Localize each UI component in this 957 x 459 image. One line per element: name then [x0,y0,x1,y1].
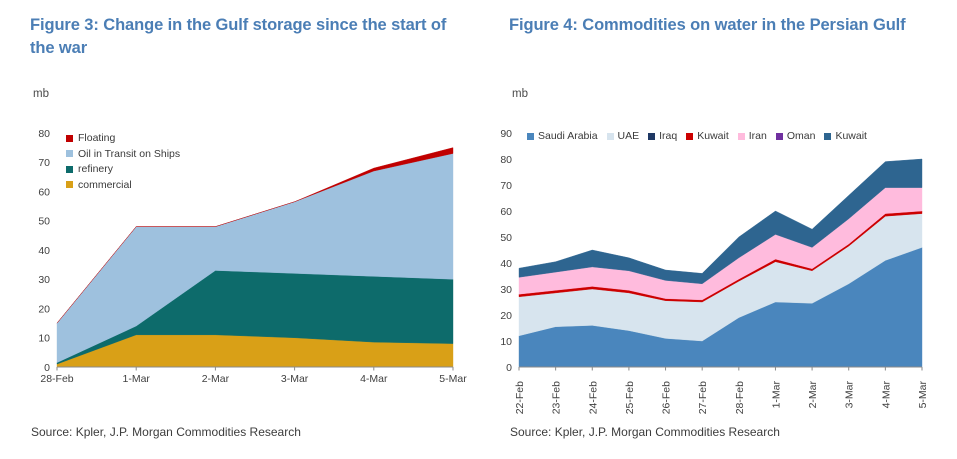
legend-swatch-icon [66,181,73,189]
legend-left-label: Floating [78,132,116,144]
y-tick-label: 90 [500,128,512,140]
area-series-kuwait [518,158,923,285]
legend-swatch-icon [686,132,694,140]
x-tick-label: 27-Feb [697,381,709,414]
legend-swatch-icon [66,165,73,173]
legend-left-label: commercial [78,178,132,191]
figure-3-svg: 0 10 20 30 40 50 60 70 80 28-Feb 1-Mar 2-Mar 3-Mar 4-… [38,128,467,385]
legend-swatch-icon [775,132,783,140]
legend-swatch-icon [66,150,73,158]
y-tick-label: 80 [38,128,50,140]
figure-4-legend: Saudi Arabia UAE Iraq Kuwait Iran Oman Kuwait [527,131,867,142]
x-tick-label: 3-Mar [844,380,856,408]
x-tick-label: 3-Mar [281,373,309,385]
legend-right-item: Iran [737,130,767,142]
y-tick-label: 40 [500,258,512,270]
legend-right-item: Kuwait [824,131,867,142]
legend-right-item: Iraq [648,131,677,142]
x-tick-label: 28-Feb [40,373,73,385]
legend-left-item: Oil in Transit on Ships [66,147,181,160]
x-tick-label: 2-Mar [202,373,230,385]
legend-right-label: Saudi Arabia [538,130,598,142]
figure-3-panel: Figure 3: Change in the Gulf storage sin… [0,0,478,459]
x-tick-label: 23-Feb [551,381,563,414]
legend-swatch-icon [527,132,534,140]
y-tick-label: 50 [38,216,50,228]
legend-left-item: commercial [66,178,180,191]
figure-3-y-axis-unit: mb [33,88,49,100]
y-tick-label: 20 [38,303,50,315]
figure-3-chart: 0 10 20 30 40 50 60 70 80 28-Feb 1-Mar 2-Mar 3-Mar 4-… [0,0,478,420]
y-tick-label: 70 [500,180,512,192]
x-tick-label: 5-Mar [917,380,929,408]
x-tick-label: 1-Mar [122,373,150,385]
legend-right-label: UAE [617,130,640,142]
legend-right-item: Kuwait [686,131,729,142]
y-tick-label: 20 [500,310,512,322]
figure-4-panel: Figure 4: Commodities on water in the Pe… [479,0,957,459]
y-tick-label: 60 [500,206,512,218]
legend-swatch-icon [824,132,832,140]
y-tick-label: 10 [38,333,50,345]
y-tick-label: 30 [500,284,512,296]
legend-left-label: refinery [78,163,114,175]
legend-right-label: Iran [748,130,767,142]
figure-4-source: Source: Kpler, J.P. Morgan Commodities R… [510,425,780,439]
y-tick-label: 80 [500,154,512,166]
legend-swatch-icon [648,132,656,140]
x-tick-label: 24-Feb [587,381,599,414]
figure-4-title: Figure 4: Commodities on water in the Pe… [509,16,906,34]
figure-4-y-axis-unit: mb [512,88,528,100]
y-tick-label: 40 [38,245,50,257]
legend-right-label: Iraq [659,130,678,142]
x-tick-label: 5-Mar [439,373,467,385]
y-tick-label: 10 [500,336,512,348]
legend-left-label: Oil in Transit on Ships [78,147,181,160]
figure-3-title: Figure 3: Change in the Gulf storage sin… [30,16,447,58]
figure-3-legend: Floating Oil in Transit on Ships refinery c… [66,133,180,190]
figure-3-source: Source: Kpler, J.P. Morgan Commodities R… [31,425,301,439]
figure-4-svg: 0 10 20 30 40 50 60 70 80 90 22-Feb 23-Feb 24-Feb 25-… [500,128,929,414]
y-tick-label: 30 [38,274,50,286]
legend-right-item: Oman [775,130,816,142]
legend-right-label: Kuwait [697,130,729,142]
legend-swatch-icon [606,132,614,140]
legend-left-item: refinery [66,164,180,175]
x-tick-label: 25-Feb [624,381,636,414]
figure-4-chart: 0 10 20 30 40 50 60 70 80 90 22-Feb 23-Feb 24-Feb 25-… [479,0,957,420]
legend-right-label: Oman [786,130,816,142]
y-tick-label: 70 [38,157,50,169]
legend-swatch-icon [66,134,73,142]
legend-left-item: Floating [66,133,180,144]
y-tick-label: 0 [506,362,512,374]
legend-right-item: UAE [606,130,640,142]
legend-right-item: Saudi Arabia [527,131,598,142]
x-tick-label: 22-Feb [514,381,526,414]
x-tick-label: 1-Mar [770,380,782,408]
y-tick-label: 50 [500,232,512,244]
area-series-floating [56,147,454,324]
legend-swatch-icon [737,132,745,140]
x-tick-label: 4-Mar [360,373,388,385]
x-tick-label: 28-Feb [734,381,746,414]
y-tick-label: 60 [38,186,50,198]
x-tick-label: 4-Mar [880,380,892,408]
y-tick-label: 0 [44,362,50,374]
legend-right-label: Kuwait [835,130,867,142]
x-tick-label: 26-Feb [661,381,673,414]
x-tick-label: 2-Mar [807,380,819,408]
